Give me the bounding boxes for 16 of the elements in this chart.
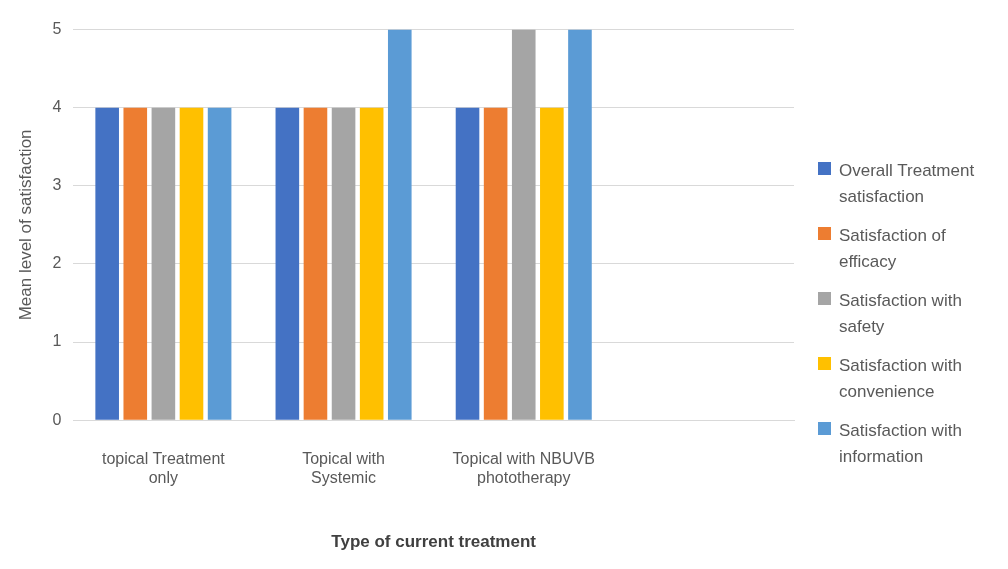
x-tick-label: Topical with Systemic <box>302 450 385 487</box>
x-tick-label: topical Treatment only <box>102 450 226 487</box>
y-tick-label: 2 <box>52 254 62 272</box>
legend-label: Satisfaction of efficacy <box>839 225 946 273</box>
y-tick-label: 0 <box>52 410 62 428</box>
y-tick-label: 1 <box>52 332 62 350</box>
legend-label: Satisfaction with safety <box>839 290 962 338</box>
y-tick-label: 3 <box>52 176 62 194</box>
x-tick-label: Topical with NBUVB phototherapy <box>452 450 595 487</box>
y-tick-label: 5 <box>52 20 62 38</box>
legend-label: Satisfaction with convenience <box>839 355 962 403</box>
x-axis-title: Type of current treatment <box>331 532 537 552</box>
legend-label: Overall Treatment satisfaction <box>839 160 975 208</box>
y-tick-label: 4 <box>52 98 62 116</box>
y-axis-title: Mean level of satisfaction <box>15 129 35 321</box>
legend-label: Satisfaction with information <box>839 420 962 468</box>
